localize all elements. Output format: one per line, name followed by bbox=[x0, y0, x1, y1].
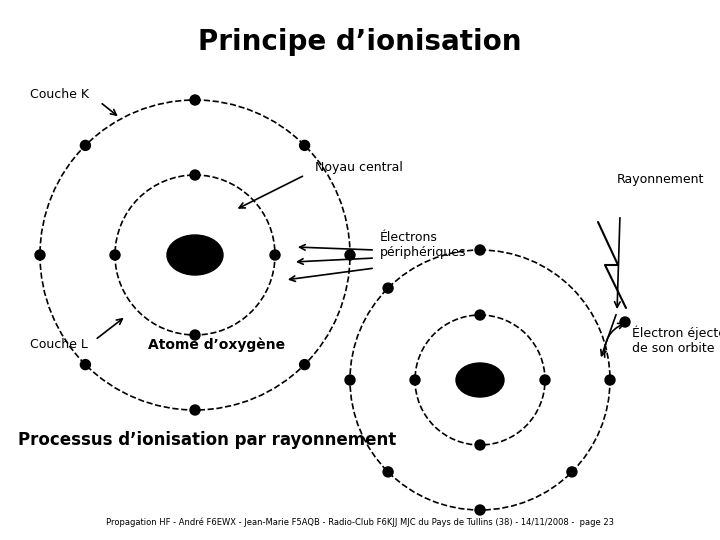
Circle shape bbox=[35, 250, 45, 260]
Circle shape bbox=[81, 140, 91, 151]
Circle shape bbox=[383, 467, 393, 477]
Circle shape bbox=[300, 140, 310, 151]
Circle shape bbox=[567, 467, 577, 477]
Circle shape bbox=[300, 360, 310, 369]
Circle shape bbox=[605, 375, 615, 385]
Ellipse shape bbox=[456, 363, 504, 397]
FancyArrowPatch shape bbox=[605, 323, 624, 357]
Ellipse shape bbox=[167, 235, 223, 275]
Circle shape bbox=[475, 440, 485, 450]
Circle shape bbox=[190, 170, 200, 180]
Text: Propagation HF - André F6EWX - Jean-Marie F5AQB - Radio-Club F6KJJ MJC du Pays d: Propagation HF - André F6EWX - Jean-Mari… bbox=[106, 517, 614, 526]
Text: Électrons
périphériques: Électrons périphériques bbox=[380, 231, 467, 259]
Circle shape bbox=[475, 310, 485, 320]
Text: Processus d’ionisation par rayonnement: Processus d’ionisation par rayonnement bbox=[18, 431, 396, 449]
Circle shape bbox=[81, 360, 91, 369]
Circle shape bbox=[620, 317, 630, 327]
Circle shape bbox=[475, 245, 485, 255]
Circle shape bbox=[190, 405, 200, 415]
Circle shape bbox=[475, 505, 485, 515]
Circle shape bbox=[345, 375, 355, 385]
Circle shape bbox=[410, 375, 420, 385]
Circle shape bbox=[270, 250, 280, 260]
Text: Rayonnement: Rayonnement bbox=[617, 173, 704, 186]
Text: Principe d’ionisation: Principe d’ionisation bbox=[198, 28, 522, 56]
Text: Électron éjecté
de son orbite: Électron éjecté de son orbite bbox=[632, 325, 720, 355]
Circle shape bbox=[110, 250, 120, 260]
Circle shape bbox=[540, 375, 550, 385]
Circle shape bbox=[190, 330, 200, 340]
Circle shape bbox=[190, 95, 200, 105]
Circle shape bbox=[383, 283, 393, 293]
Text: Couche K: Couche K bbox=[30, 89, 89, 102]
Text: Atome d’oxygène: Atome d’oxygène bbox=[148, 338, 285, 352]
Circle shape bbox=[345, 250, 355, 260]
Text: Couche L: Couche L bbox=[30, 339, 88, 352]
Text: Noyau central: Noyau central bbox=[315, 161, 403, 174]
